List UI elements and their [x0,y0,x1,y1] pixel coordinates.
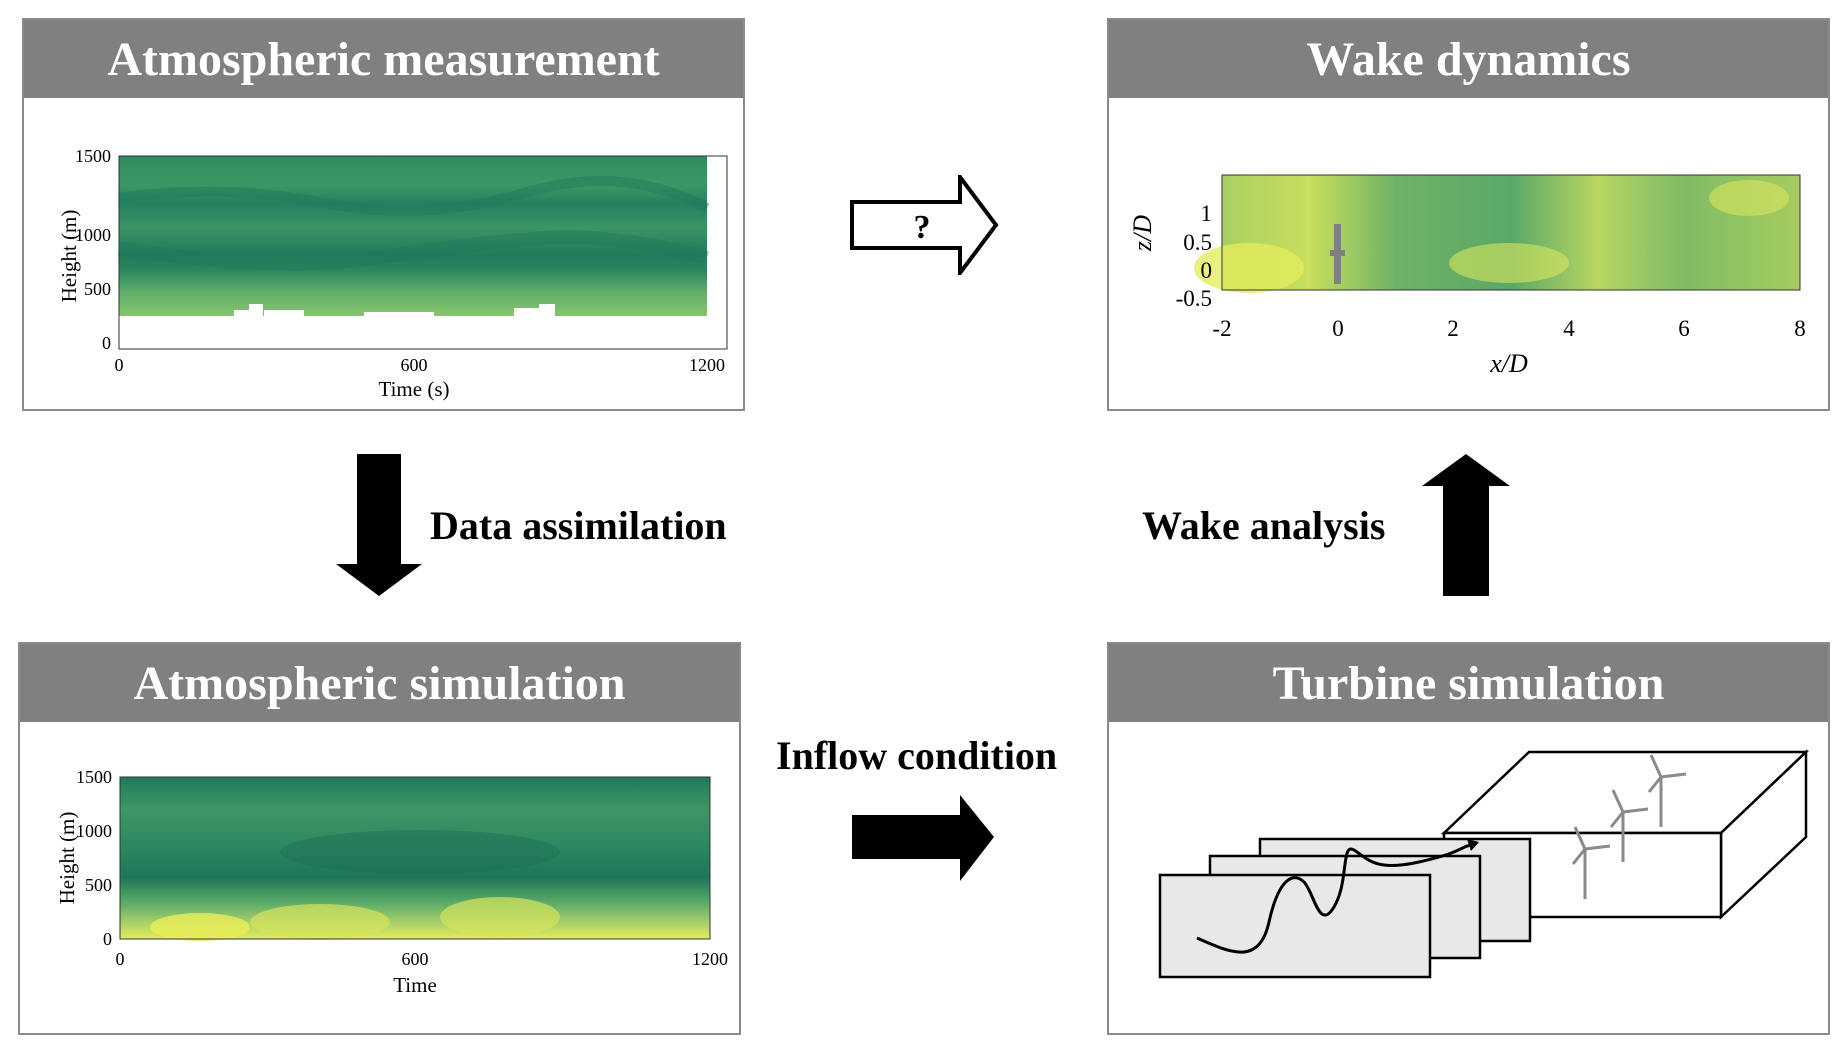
wind-turbine-icon [1609,789,1649,862]
x-tick-label: 0 [115,355,124,375]
x-tick-label: 4 [1563,316,1575,341]
y-axis-label: Height (m) [55,812,79,905]
simulation-plot: 0 500 1000 1500 0 600 1200 Time Height (… [55,767,728,997]
x-tick-label: 0 [116,949,125,969]
arrowhead-icon [1467,839,1479,851]
unknown-mapping-arrow: ? [850,175,999,275]
measurement-plot: 0 500 1000 1500 0 600 1200 Time (s) Heig… [57,146,728,401]
y-tick-label: 1500 [75,146,111,166]
question-mark: ? [914,209,931,246]
y-tick-label: 0 [103,929,112,949]
plot-frame [1221,174,1801,291]
plot-frame [118,155,728,350]
y-axis-label: z/D [1128,215,1157,252]
wind-turbine-icon [1571,826,1611,899]
panel-title: Atmospheric simulation [20,644,739,722]
x-axis-label: Time [393,973,437,997]
panel-wake-dynamics: Wake dynamics 1 0.5 0 -0.5 -2 0 2 4 6 8 … [1107,18,1830,411]
panel-title: Turbine simulation [1109,644,1828,722]
x-tick-label: 1200 [689,355,725,375]
y-tick-label: 1500 [76,767,112,787]
y-tick-label: 1 [1201,201,1213,226]
inflow-condition-label: Inflow condition [776,733,1058,778]
y-tick-label: 500 [85,875,112,895]
field-band [118,176,710,216]
down-arrow-icon [336,454,422,596]
panel-title: Atmospheric measurement [24,20,743,98]
y-tick-label: 0 [1201,258,1213,283]
x-tick-label: 2 [1447,316,1459,341]
x-tick-label: -2 [1212,316,1231,341]
up-arrow-icon [1422,454,1510,596]
y-tick-label: 1000 [76,821,112,841]
panel-title: Wake dynamics [1109,20,1828,98]
wake-analysis-label: Wake analysis [1142,503,1386,548]
x-axis-label: Time (s) [379,377,450,401]
outline-arrow-icon [850,175,999,275]
y-tick-label: -0.5 [1176,286,1212,311]
x-tick-label: 600 [402,949,429,969]
y-tick-label: 500 [84,279,111,299]
panel-atmospheric-simulation: Atmospheric simulation 0 500 1000 1500 0… [18,642,741,1035]
inflow-plane [1158,873,1432,979]
x-axis-label: x/D [1489,349,1528,378]
inflow-streamline [1196,842,1475,954]
y-tick-label: 0 [102,333,111,353]
plot-field [120,777,710,939]
panel-atmospheric-measurement: Atmospheric measurement 0 500 1000 1500 … [22,18,745,411]
panel-turbine-simulation: Turbine simulation [1107,642,1830,1035]
right-arrow-icon [852,795,994,881]
data-assimilation-label: Data assimilation [430,503,727,548]
y-tick-label: 0.5 [1183,230,1212,255]
x-tick-label: 0 [1332,316,1344,341]
x-tick-label: 1200 [692,949,728,969]
x-tick-label: 600 [401,355,428,375]
turbine-domain-sketch [1158,749,1810,979]
wake-plot: 1 0.5 0 -0.5 -2 0 2 4 6 8 x/D z/D [1128,174,1806,378]
wind-turbine-icon [1647,754,1687,827]
x-tick-label: 8 [1794,316,1806,341]
y-tick-label: 1000 [75,225,111,245]
y-axis-label: Height (m) [57,210,81,303]
x-tick-label: 6 [1678,316,1690,341]
plot-frame [119,776,711,940]
field-band [117,230,709,271]
